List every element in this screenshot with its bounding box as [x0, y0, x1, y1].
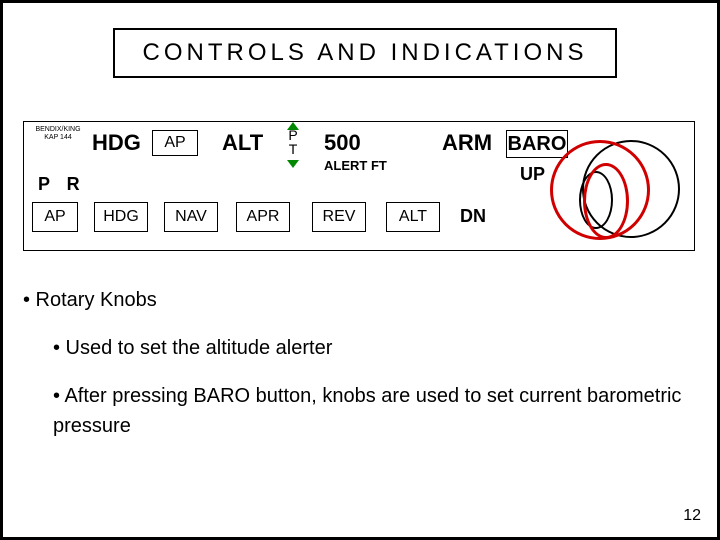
- alt-indicator: ALT: [222, 130, 263, 156]
- alert-ft-label: ALERT FT: [324, 158, 387, 173]
- slide-frame: CONTROLS AND INDICATIONS BENDIX/KING KAP…: [0, 0, 720, 540]
- rev-button[interactable]: REV: [312, 202, 366, 232]
- bullet-list: • Rotary Knobs • Used to set the altitud…: [23, 285, 693, 441]
- bullet-1: • Rotary Knobs: [23, 285, 693, 315]
- up-label: UP: [520, 164, 545, 185]
- altitude-value: 500: [324, 130, 361, 156]
- alt-button[interactable]: ALT: [386, 202, 440, 232]
- brand-label: BENDIX/KING KAP 144: [30, 126, 86, 141]
- rotary-knobs[interactable]: [556, 132, 686, 242]
- slide-title: CONTROLS AND INDICATIONS: [113, 28, 617, 78]
- ap-indicator: AP: [152, 130, 198, 156]
- bullet-3: • After pressing BARO button, knobs are …: [53, 381, 693, 441]
- autopilot-panel: BENDIX/KING KAP 144 HDG AP ALT P T 500 A…: [23, 121, 695, 251]
- page-number: 12: [683, 507, 701, 525]
- hdg-indicator: HDG: [92, 130, 141, 156]
- apr-button[interactable]: APR: [236, 202, 290, 232]
- brand-line2: KAP 144: [44, 134, 72, 141]
- hdg-button[interactable]: HDG: [94, 202, 148, 232]
- inner-knob-highlight-icon: [583, 163, 629, 239]
- ap-button[interactable]: AP: [32, 202, 78, 232]
- nav-button[interactable]: NAV: [164, 202, 218, 232]
- bullet-2: • Used to set the altitude alerter: [53, 333, 693, 363]
- outer-knob-highlight-icon: [550, 140, 650, 240]
- dn-label: DN: [460, 206, 486, 227]
- brand-line1: BENDIX/KING: [35, 126, 80, 133]
- pt-label: P T: [284, 128, 302, 156]
- arm-indicator: ARM: [442, 130, 492, 156]
- t-char: T: [289, 141, 298, 157]
- pr-label: P R: [38, 174, 86, 195]
- down-arrow-icon: [287, 160, 299, 168]
